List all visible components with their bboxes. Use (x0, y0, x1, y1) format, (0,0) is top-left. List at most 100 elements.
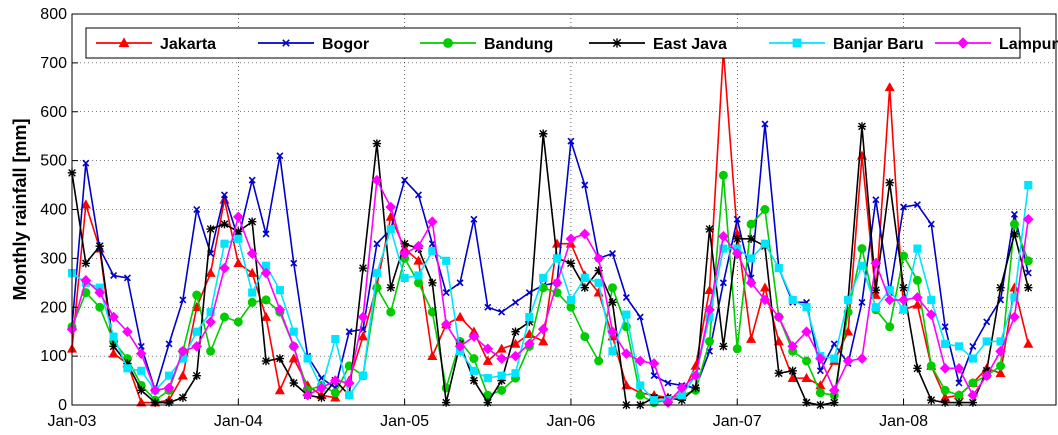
data-point-lampung (94, 287, 106, 298)
data-point-east-java (525, 317, 534, 327)
data-point-banjar-baru (234, 234, 243, 243)
data-point-east-java (150, 398, 160, 407)
data-point-bandung (815, 388, 825, 398)
data-point-east-java (885, 178, 894, 187)
data-point-lampung (537, 323, 549, 335)
series-lampung (66, 174, 1034, 408)
x-tick-label: Jan-06 (546, 413, 595, 430)
x-tick-label: Jan-07 (713, 413, 762, 430)
data-point-jakarta (1023, 338, 1034, 348)
data-point-lampung (981, 370, 993, 382)
data-point-bandung (330, 388, 340, 398)
data-point-jakarta (136, 397, 147, 407)
data-point-east-java (733, 234, 742, 244)
data-point-bogor (650, 372, 658, 380)
data-point-east-java (677, 395, 687, 405)
data-point-bandung (760, 205, 770, 214)
data-point-banjar-baru (566, 295, 575, 304)
data-point-jakarta (510, 338, 521, 348)
data-point-jakarta (759, 282, 771, 292)
data-point-banjar-baru (469, 366, 478, 375)
data-point-lampung (815, 353, 826, 364)
y-tick-label: 500 (40, 153, 67, 170)
data-point-lampung (274, 304, 286, 316)
legend-item-bogor: Bogor (258, 36, 369, 53)
data-point-bandung (497, 385, 507, 395)
data-point-banjar-baru (650, 396, 659, 405)
data-point-lampung (579, 228, 591, 240)
data-point-bogor (193, 205, 201, 214)
data-point-bogor (761, 120, 769, 128)
data-point-jakarta (413, 255, 424, 265)
series-line-lampung (71, 179, 1030, 404)
data-point-lampung (288, 341, 300, 352)
data-point-banjar-baru (386, 224, 395, 234)
data-point-jakarta (205, 267, 216, 277)
data-point-east-java (871, 285, 881, 295)
data-point-bogor (983, 318, 991, 326)
data-point-bogor (872, 196, 880, 204)
legend-item-east-java: East Java (589, 36, 727, 53)
data-point-lampung (856, 353, 868, 364)
data-point-lampung (524, 338, 535, 350)
y-tick-label: 0 (58, 397, 67, 414)
data-point-lampung (246, 248, 258, 259)
data-point-east-java (580, 283, 589, 292)
series-line-bogor (71, 123, 1030, 392)
data-point-east-java (247, 217, 257, 226)
data-point-jakarta (843, 326, 854, 336)
data-point-banjar-baru (899, 305, 908, 314)
data-point-east-java (206, 224, 215, 234)
data-point-jakarta (538, 336, 549, 346)
data-point-lampung (939, 363, 951, 374)
data-point-lampung (621, 348, 632, 360)
data-point-east-java (830, 398, 839, 407)
data-point-bogor (664, 379, 672, 387)
data-point-bogor (900, 203, 908, 211)
data-point-banjar-baru (331, 334, 340, 344)
data-point-lampung (496, 353, 507, 364)
legend-box (85, 27, 1021, 59)
data-point-bandung (926, 361, 936, 371)
data-point-banjar-baru (982, 337, 991, 346)
data-point-bogor (123, 274, 131, 282)
data-point-banjar-baru (968, 354, 977, 363)
data-point-lampung (801, 326, 812, 338)
data-point-jakarta (80, 199, 91, 209)
data-point-banjar-baru (109, 332, 118, 341)
data-point-banjar-baru (760, 239, 770, 248)
data-point-east-java (594, 266, 603, 275)
legend-marker-lampung (957, 37, 969, 49)
y-axis-label: Monthly rainfall [mm] (10, 118, 30, 300)
data-point-east-java (137, 386, 146, 395)
data-point-lampung (329, 375, 341, 386)
data-point-lampung (759, 294, 771, 306)
data-point-east-java (192, 371, 201, 380)
y-tick-label: 700 (40, 55, 67, 72)
data-point-banjar-baru (594, 278, 603, 287)
data-point-bandung (233, 317, 243, 327)
data-point-banjar-baru (414, 271, 423, 280)
data-point-lampung (634, 355, 646, 367)
data-point-lampung (898, 294, 909, 306)
data-point-bogor (609, 249, 617, 257)
data-point-bogor (137, 342, 145, 350)
data-point-banjar-baru (206, 308, 215, 317)
data-point-lampung (357, 311, 369, 323)
data-point-bandung (261, 295, 271, 305)
data-point-lampung (191, 341, 203, 352)
data-point-bandung (95, 302, 105, 312)
data-point-lampung (704, 304, 715, 316)
data-point-east-java (899, 283, 908, 292)
data-point-lampung (343, 377, 355, 389)
data-point-bogor (290, 259, 298, 267)
data-point-east-java (441, 398, 451, 407)
data-point-east-java (996, 283, 1005, 292)
data-point-lampung (995, 345, 1006, 357)
data-point-bandung (857, 244, 867, 254)
data-point-bogor (636, 313, 644, 321)
data-point-lampung (427, 216, 438, 228)
data-point-banjar-baru (497, 371, 506, 380)
y-tick-label: 100 (40, 348, 67, 365)
